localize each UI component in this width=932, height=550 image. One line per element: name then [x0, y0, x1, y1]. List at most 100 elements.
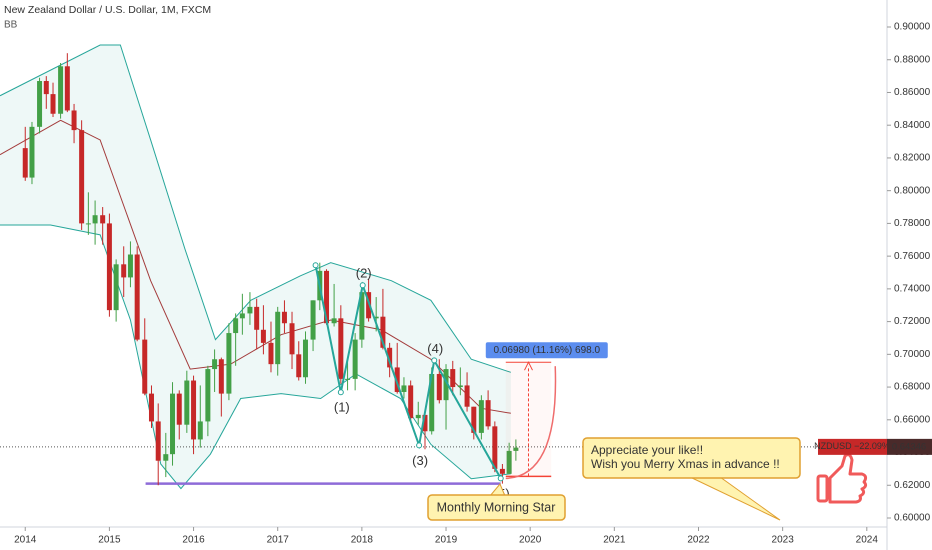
candle-body	[352, 339, 358, 379]
candle-body	[275, 311, 281, 365]
x-tick-label: 2020	[519, 535, 542, 546]
last-price-label: 0.64346	[892, 441, 926, 452]
candle-body	[92, 215, 98, 224]
y-tick-label: 0.84000	[894, 120, 931, 131]
wave-label: (4)	[427, 341, 443, 356]
wave-point	[416, 442, 423, 449]
candle-body	[394, 367, 400, 392]
candle-body	[492, 426, 498, 469]
candle-body	[429, 373, 435, 432]
candle-body	[64, 66, 70, 111]
candle-body	[268, 342, 274, 365]
candle-body	[37, 81, 43, 127]
callout-wish-text: Appreciate your like!!	[591, 443, 703, 457]
candle-body	[79, 130, 85, 224]
candle-body	[106, 223, 112, 311]
candle-body	[471, 406, 477, 433]
candle-body	[127, 254, 133, 278]
x-tick-label: 2023	[772, 535, 795, 546]
y-tick-label: 0.86000	[894, 87, 931, 98]
last-price-bg	[887, 438, 932, 455]
candle-body	[415, 414, 421, 419]
symbol-label-bg	[818, 438, 887, 455]
candle-body	[212, 359, 218, 370]
wave-label: (2)	[356, 266, 372, 281]
candle-body	[380, 316, 386, 348]
candle-body	[100, 215, 106, 224]
candle-body	[450, 369, 456, 388]
wave-point	[312, 262, 319, 269]
wave-label: (3)	[412, 453, 428, 468]
candle-body	[302, 339, 308, 378]
candle-body	[408, 385, 414, 419]
candle-body	[401, 385, 407, 392]
y-tick-label: 0.72000	[894, 316, 931, 327]
candle-body	[254, 306, 260, 330]
candle-body	[58, 66, 64, 114]
x-tick-label: 2016	[182, 535, 205, 546]
callout-wish-text: Wish you Merry Xmas in advance !!	[591, 457, 780, 471]
candle-body	[359, 292, 365, 340]
y-tick-label: 0.82000	[894, 153, 931, 164]
x-tick-label: 2021	[603, 535, 626, 546]
candle-body	[226, 333, 232, 394]
candle-body	[148, 393, 154, 422]
wave-point	[497, 475, 504, 482]
y-tick-label: 0.70000	[894, 349, 931, 360]
callout-star	[427, 494, 566, 521]
y-tick-label: 0.90000	[894, 22, 931, 33]
y-tick-label: 0.74000	[894, 284, 931, 295]
thumbs-up-icon	[816, 453, 868, 504]
callout-star-text: Monthly Morning Star	[437, 500, 556, 514]
x-tick-label: 2019	[435, 535, 458, 546]
y-tick-label: 0.62000	[894, 480, 931, 491]
candle-body	[436, 373, 442, 401]
x-tick-label: 2015	[98, 535, 121, 546]
indicator-label: BB	[4, 20, 18, 31]
candle-body	[373, 316, 379, 319]
candle-body	[247, 306, 253, 314]
x-tick-label: 2024	[856, 535, 879, 546]
candle-body	[43, 81, 49, 95]
y-tick-label: 0.60000	[894, 513, 931, 524]
candle-body	[387, 347, 393, 368]
projection-curve	[505, 366, 557, 480]
candle-body	[345, 378, 351, 380]
candle-body	[331, 318, 337, 324]
band-upper	[0, 44, 511, 373]
measure-label: 0.06980 (11.16%) 698.0	[493, 345, 600, 356]
measure-arrow-head	[524, 361, 533, 371]
x-tick-label: 2014	[14, 535, 37, 546]
candle-body	[457, 385, 463, 388]
candle-body	[85, 223, 91, 225]
candle-body	[142, 339, 148, 394]
symbol-label: NZDUSD −22.09%	[814, 441, 890, 451]
band-fill	[0, 45, 511, 489]
candle-body	[281, 311, 287, 324]
candle-body	[22, 148, 28, 178]
candle-body	[485, 400, 491, 427]
candle-body	[184, 380, 190, 425]
y-tick-label: 0.88000	[894, 54, 931, 65]
wave-line	[314, 265, 502, 479]
y-tick-label: 0.80000	[894, 185, 931, 196]
plot-area: (1)(2)(3)(4)(5)	[0, 44, 887, 501]
candle-body	[113, 264, 119, 311]
candle-body	[163, 454, 169, 461]
callout-wish	[582, 437, 801, 479]
candle-body	[121, 264, 127, 278]
candle-body	[499, 468, 505, 474]
x-tick-label: 2017	[267, 535, 290, 546]
wave-point	[431, 357, 438, 364]
candle-body	[71, 110, 77, 131]
candle-body	[478, 400, 484, 433]
candle-body	[176, 393, 182, 425]
x-tick-label: 2018	[351, 535, 374, 546]
candle-body	[170, 393, 176, 455]
measure-label-bg	[485, 342, 608, 359]
candle-body	[296, 354, 302, 378]
wave-point	[359, 282, 366, 289]
candle-body	[289, 323, 295, 355]
y-tick-label: 0.76000	[894, 251, 931, 262]
